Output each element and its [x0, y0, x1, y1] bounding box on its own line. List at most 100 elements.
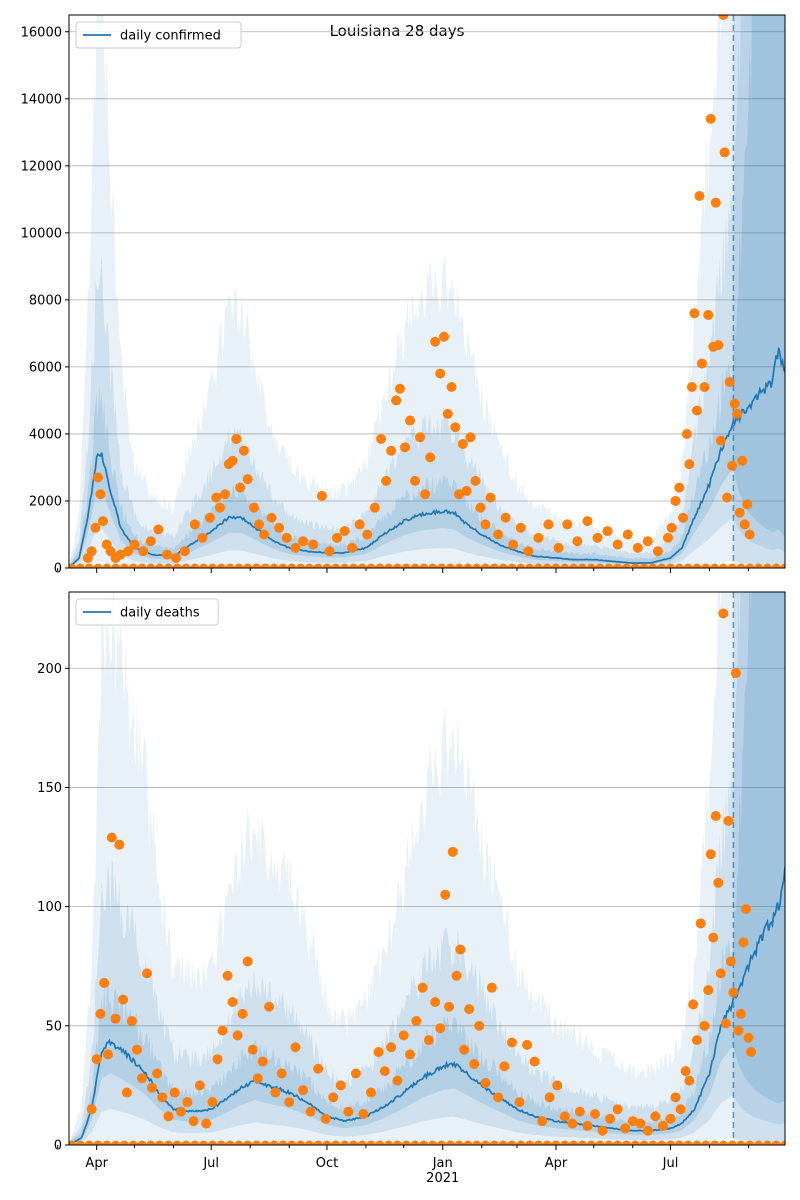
data-point: [734, 507, 745, 518]
band-outer: [69, 15, 785, 568]
data-point: [220, 489, 231, 500]
data-point-zero: [75, 1140, 85, 1145]
data-point: [719, 147, 730, 158]
data-point: [211, 492, 222, 503]
data-point: [746, 1047, 757, 1058]
data-point: [398, 1030, 409, 1041]
data-point: [169, 1087, 180, 1098]
data-point: [391, 395, 402, 406]
data-point: [695, 918, 706, 929]
data-point-zero: [234, 1140, 244, 1145]
data-point: [552, 1080, 563, 1091]
data-point-zero: [463, 1140, 473, 1145]
data-point: [147, 1082, 158, 1093]
data-point: [86, 546, 97, 557]
data-point-zero: [137, 563, 147, 568]
data-point-zero: [507, 1140, 517, 1145]
data-point: [227, 455, 238, 466]
legend-box: [75, 598, 219, 626]
data-point-zero: [542, 563, 552, 568]
data-point-zero: [119, 1140, 129, 1145]
data-point: [562, 519, 573, 530]
data-point: [705, 849, 716, 860]
data-point-zero: [234, 563, 244, 568]
data-point-zero: [322, 1140, 332, 1145]
data-point-zero: [604, 563, 614, 568]
data-point: [106, 832, 117, 843]
data-point-zero: [560, 1140, 570, 1145]
data-point-zero: [102, 563, 112, 568]
data-point-zero: [771, 563, 781, 568]
data-point: [710, 197, 721, 208]
data-point-zero: [401, 563, 411, 568]
data-point: [699, 1020, 710, 1031]
data-point: [486, 982, 497, 993]
data-point: [328, 1092, 339, 1103]
data-point: [738, 937, 749, 948]
data-point: [642, 536, 653, 547]
data-point: [123, 546, 134, 557]
data-point: [115, 549, 126, 560]
data-point-zero: [613, 1140, 623, 1145]
data-point: [533, 532, 544, 543]
data-point: [92, 472, 103, 483]
data-point: [450, 422, 461, 433]
data-point: [386, 445, 397, 456]
data-point: [675, 1104, 686, 1115]
y-tick-label: 14000: [21, 92, 62, 107]
data-point: [227, 996, 238, 1007]
data-point: [90, 522, 101, 533]
data-point-zero: [225, 563, 235, 568]
data-point-zero: [340, 563, 350, 568]
data-point-zero: [710, 563, 720, 568]
data-point: [684, 1075, 695, 1086]
data-point: [543, 519, 554, 530]
data-point: [201, 1118, 212, 1129]
data-point-zero: [181, 563, 191, 568]
data-point: [86, 1104, 97, 1115]
data-point: [235, 482, 246, 493]
data-point: [620, 1123, 631, 1134]
data-point-zero: [780, 563, 785, 568]
data-point-zero: [375, 1140, 385, 1145]
data-point-zero: [551, 563, 561, 568]
data-point-zero: [384, 563, 394, 568]
data-point: [162, 549, 173, 560]
data-point: [457, 438, 468, 449]
plot-area: [69, 15, 785, 568]
data-point: [730, 668, 741, 679]
data-point: [440, 889, 451, 900]
data-point: [694, 190, 705, 201]
data-point: [197, 532, 208, 543]
data-point-zero: [472, 563, 482, 568]
data-point: [247, 1044, 258, 1055]
data-point: [335, 1080, 346, 1091]
data-point: [339, 526, 350, 537]
data-point-zero: [331, 563, 341, 568]
data-point-zero: [243, 563, 253, 568]
data-point: [435, 368, 446, 379]
data-point: [343, 1106, 354, 1117]
data-point: [686, 382, 697, 393]
data-point-zero: [84, 563, 94, 568]
data-point: [715, 435, 726, 446]
data-point: [163, 1111, 174, 1122]
data-point: [465, 432, 476, 443]
data-point-zero: [428, 563, 438, 568]
data-point: [425, 452, 436, 463]
data-point: [662, 532, 673, 543]
data-point-zero: [119, 563, 129, 568]
data-point-zero: [111, 563, 121, 568]
data-point-zero: [401, 1140, 411, 1145]
data-point: [188, 1116, 199, 1127]
data-point-zero: [111, 1140, 121, 1145]
data-point-zero: [489, 1140, 499, 1145]
data-point-zero: [577, 563, 587, 568]
data-point: [537, 1116, 548, 1127]
data-point: [670, 1092, 681, 1103]
y-tick-label: 200: [37, 662, 62, 677]
data-point-zero: [313, 1140, 323, 1145]
data-point: [523, 546, 534, 557]
data-point: [678, 512, 689, 523]
data-point-zero: [137, 1140, 147, 1145]
